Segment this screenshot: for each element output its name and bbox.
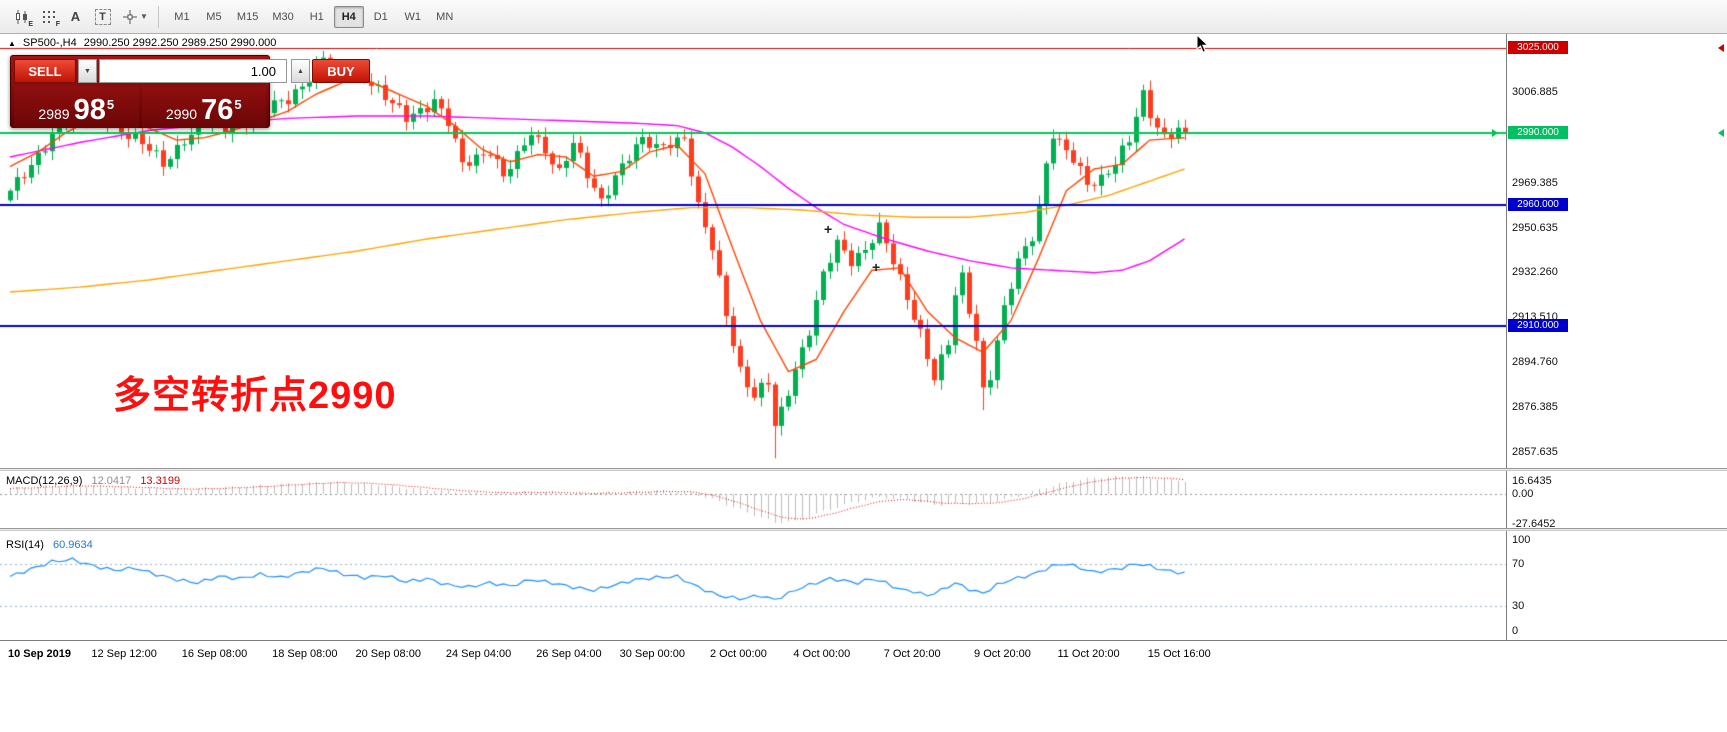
price-axis-label: 2876.385 xyxy=(1512,400,1558,413)
price-axis-label: 2894.760 xyxy=(1512,356,1558,369)
sub-letter-e: E xyxy=(28,20,33,28)
price-axis-label: 2950.635 xyxy=(1512,221,1558,234)
time-axis[interactable]: 10 Sep 2019 12 Sep 12:00 16 Sep 08:00 18 Se… xyxy=(0,640,1727,666)
grid-icon xyxy=(42,10,55,23)
timeframe-h4-button[interactable]: H4 xyxy=(333,5,364,28)
timeframe-m15-button[interactable]: M15 xyxy=(231,6,264,28)
rsi-axis-label: 30 xyxy=(1512,600,1525,613)
timeframe-h1-button[interactable]: H1 xyxy=(302,6,332,28)
rsi-name: RSI(14) xyxy=(6,539,44,551)
time-axis-label: 30 Sep 00:00 xyxy=(619,648,686,660)
crosshair-marker: + xyxy=(872,259,881,275)
ask-prefix: 2990 xyxy=(165,106,198,123)
sell-button[interactable]: SELL xyxy=(14,59,76,83)
chart-window: ▲ SP500-,H4 2990.250 2992.250 2989.250 2… xyxy=(0,33,1727,732)
buy-button[interactable]: BUY xyxy=(312,59,370,83)
bid-prefix: 2989 xyxy=(38,106,70,123)
price-axis-label: 2932.260 xyxy=(1512,266,1558,279)
price-axis[interactable]: 3006.885 2969.385 2950.635 2932.260 2913.510… xyxy=(1506,34,1727,664)
rsi-axis-label: 70 xyxy=(1512,557,1525,570)
macd-main-value: 12.0417 xyxy=(91,475,132,487)
ask-pip-fraction: 5 xyxy=(234,97,242,112)
macd-name: MACD(12,26,9) xyxy=(6,475,83,487)
candlestick-icon xyxy=(15,9,27,24)
toolbar-separator xyxy=(157,5,159,28)
letter-a-icon: A xyxy=(70,9,81,24)
axis-edge-arrow-icon xyxy=(1718,44,1724,53)
time-axis-label: 9 Oct 20:00 xyxy=(974,648,1031,660)
chart-header: ▲ SP500-,H4 2990.250 2992.250 2989.250 2… xyxy=(8,37,276,49)
sub-letter-f: F xyxy=(55,20,60,28)
price-line-badge: 2910.000 xyxy=(1508,318,1568,332)
chart-text-annotation[interactable]: 多空转折点2990 xyxy=(113,375,397,417)
price-axis-label: 2857.635 xyxy=(1512,446,1558,458)
timeframe-m30-button[interactable]: M30 xyxy=(266,6,299,28)
crosshair-marker: + xyxy=(824,221,833,237)
timeframe-mn-button[interactable]: MN xyxy=(430,6,460,28)
toolbar: E F A T ▼ M1 M5 M15 M xyxy=(0,0,1727,34)
time-axis-label: 10 Sep 2019 xyxy=(8,648,71,660)
hline-end-arrow-icon xyxy=(1492,128,1498,137)
time-axis-label: 4 Oct 00:00 xyxy=(793,648,851,660)
time-axis-label: 24 Sep 04:00 xyxy=(445,648,512,660)
text-box-tool-button[interactable]: T xyxy=(89,5,116,29)
caret-down-icon: ▼ xyxy=(84,67,91,75)
rsi-value: 60.9634 xyxy=(52,539,93,551)
timeframe-d1-button[interactable]: D1 xyxy=(366,6,396,28)
symbol-period-label: SP500-,H4 xyxy=(22,37,77,49)
price-axis-label: 2969.385 xyxy=(1512,176,1558,189)
pane-divider-macd-rsi[interactable] xyxy=(0,528,1727,531)
time-axis-label: 12 Sep 12:00 xyxy=(91,648,157,660)
timeframe-m1-button[interactable]: M1 xyxy=(167,6,197,28)
price-line-badge: 2960.000 xyxy=(1508,198,1568,212)
time-axis-label: 16 Sep 08:00 xyxy=(181,648,248,660)
macd-axis-label: 16.6435 xyxy=(1512,475,1552,487)
volume-input[interactable] xyxy=(99,59,287,83)
one-click-trading-panel: SELL ▼ ▲ BUY 2989 98 5 2990 76 5 xyxy=(10,55,370,128)
macd-indicator-label: MACD(12,26,9) 12.0417 13.3199 xyxy=(6,475,180,487)
crosshair-tool-button[interactable] xyxy=(116,5,143,29)
macd-axis-label: 0.00 xyxy=(1512,487,1534,500)
time-axis-label: 2 Oct 00:00 xyxy=(709,648,767,660)
timeframe-m5-button[interactable]: M5 xyxy=(199,6,229,28)
time-axis-label: 11 Oct 20:00 xyxy=(1057,648,1120,660)
candlestick-chart-tool-button[interactable]: E xyxy=(8,5,35,29)
price-line-badge: 3025.000 xyxy=(1508,41,1568,55)
time-axis-label: 15 Oct 16:00 xyxy=(1147,648,1211,660)
time-axis-label: 18 Sep 08:00 xyxy=(272,648,338,660)
text-box-icon: T xyxy=(94,8,111,25)
text-label-tool-button[interactable]: A xyxy=(62,5,89,29)
timeframe-button-group: M1 M5 M15 M30 H1 H4 D1 W1 MN xyxy=(167,5,462,28)
bid-price-display[interactable]: 2989 98 5 xyxy=(14,86,139,128)
price-axis-label: 3006.885 xyxy=(1512,86,1558,99)
time-axis-label: 20 Sep 08:00 xyxy=(355,648,421,660)
ask-big-digits: 76 xyxy=(201,94,234,127)
time-axis-label: 7 Oct 20:00 xyxy=(883,648,941,660)
rsi-indicator-label: RSI(14) 60.9634 xyxy=(6,539,93,551)
crosshair-icon xyxy=(122,9,137,24)
volume-decrease-button[interactable]: ▼ xyxy=(78,59,97,83)
price-chart-canvas[interactable] xyxy=(0,34,1506,638)
price-line-badge: 2990.000 xyxy=(1508,125,1568,139)
tools-dropdown-caret-icon[interactable]: ▼ xyxy=(140,12,148,21)
time-axis-label: 26 Sep 04:00 xyxy=(536,648,602,660)
mouse-cursor xyxy=(1196,33,1210,59)
caret-up-icon: ▲ xyxy=(297,67,304,75)
quote-panel-expander-icon[interactable]: ▲ xyxy=(8,38,16,48)
timeframe-w1-button[interactable]: W1 xyxy=(398,6,428,28)
bid-pip-fraction: 5 xyxy=(106,97,115,112)
grid-tool-button[interactable]: F xyxy=(35,5,62,29)
pane-divider-main-macd[interactable] xyxy=(0,468,1727,471)
axis-edge-arrow-icon xyxy=(1718,128,1724,137)
rsi-axis-label: 100 xyxy=(1512,534,1531,546)
volume-increase-button[interactable]: ▲ xyxy=(291,59,310,83)
macd-signal-value: 13.3199 xyxy=(140,475,181,487)
macd-axis-label: -27.6452 xyxy=(1512,518,1556,531)
ohlc-values: 2990.250 2992.250 2989.250 2990.000 xyxy=(83,37,277,49)
ask-price-display[interactable]: 2990 76 5 xyxy=(141,86,266,128)
bid-big-digits: 98 xyxy=(73,94,106,127)
rsi-axis-label: 0 xyxy=(1512,625,1519,637)
